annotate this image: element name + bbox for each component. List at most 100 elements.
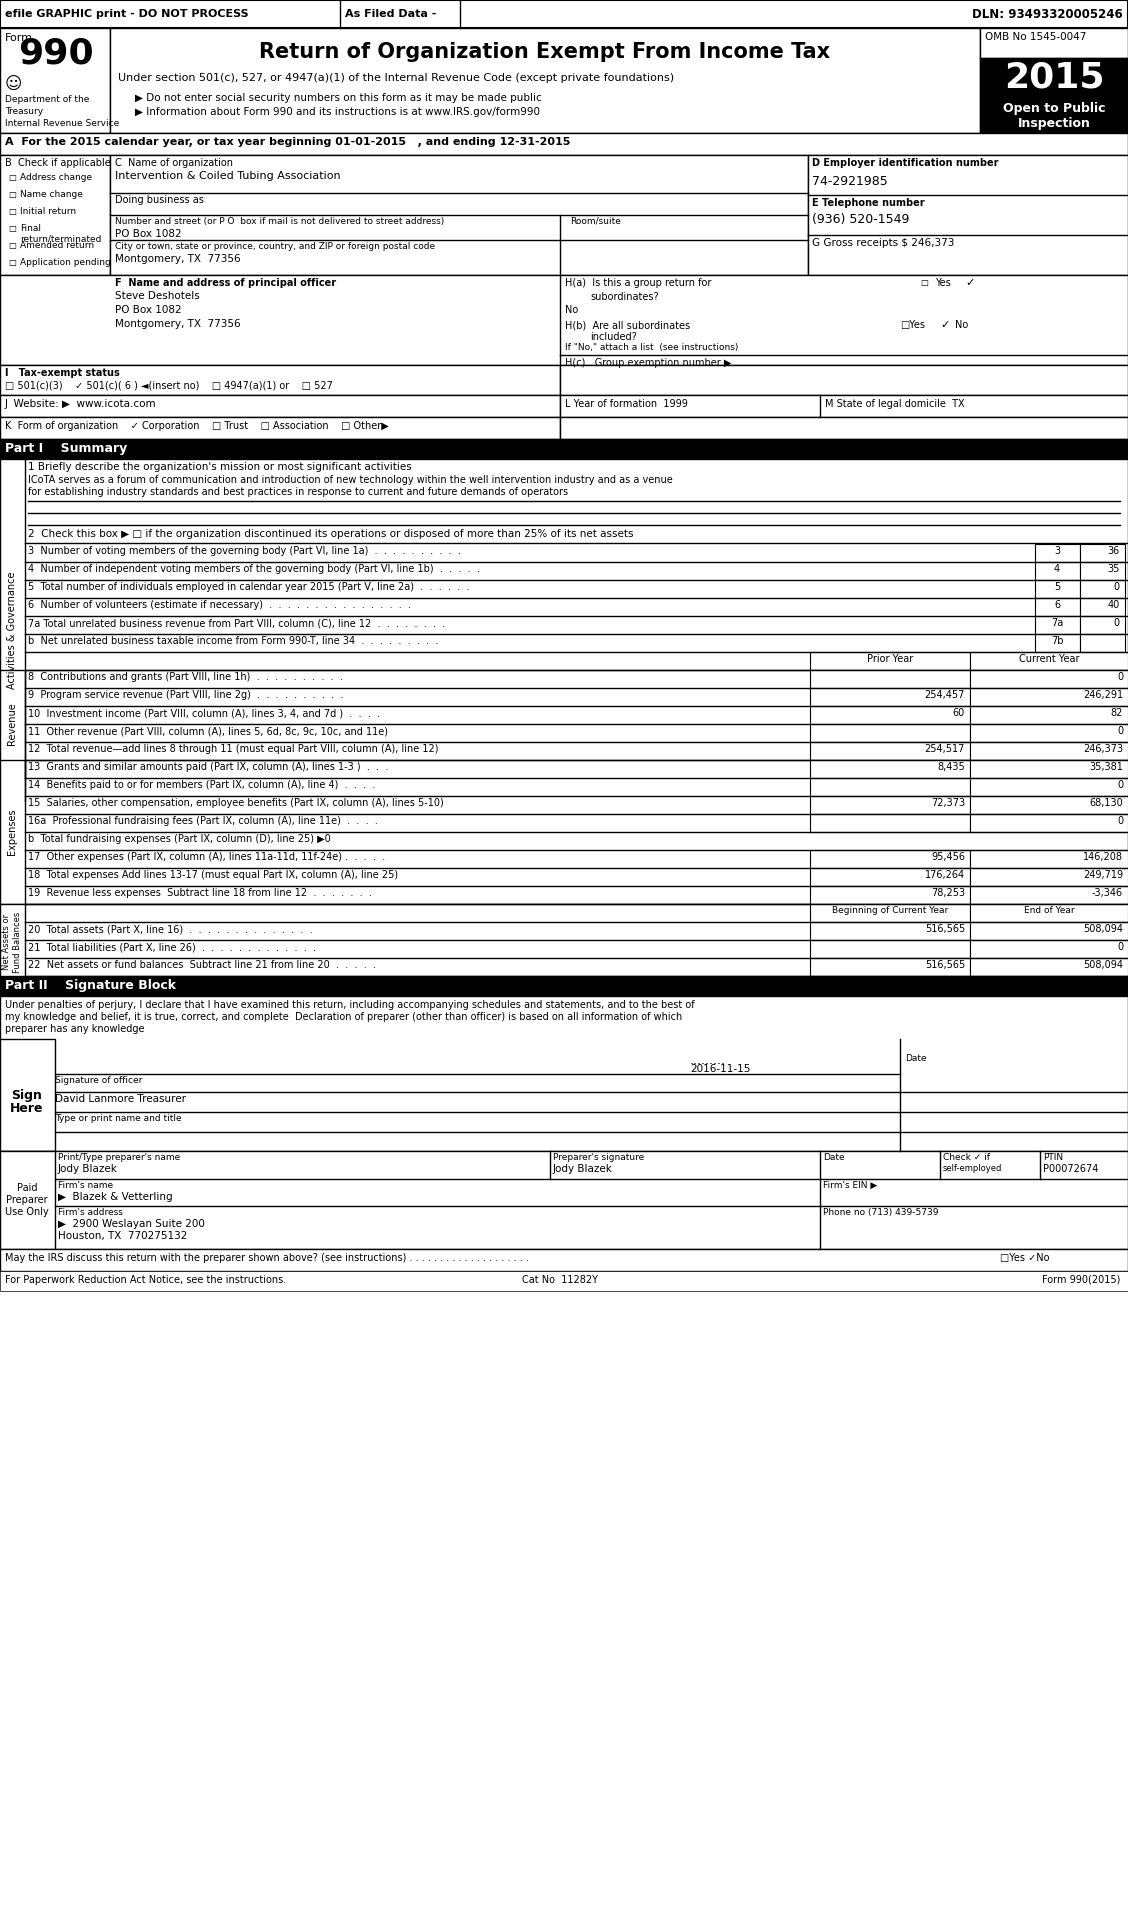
Text: Amended return: Amended return: [20, 240, 94, 250]
Text: Treasury: Treasury: [5, 108, 43, 115]
Bar: [810, 742, 970, 761]
Text: 4  Number of independent voting members of the governing body (Part VI, line 1b): 4 Number of independent voting members o…: [28, 565, 479, 574]
Text: Under penalties of perjury, I declare that I have examined this return, includin: Under penalties of perjury, I declare th…: [5, 1001, 695, 1010]
Bar: [810, 761, 970, 778]
Text: Here: Here: [10, 1101, 44, 1114]
Bar: [0, 365, 559, 396]
Bar: [1036, 580, 1079, 597]
Text: City or town, state or province, country, and ZIP or foreign postal code: City or town, state or province, country…: [115, 242, 435, 252]
Bar: [808, 156, 1128, 275]
Text: 5  Total number of individuals employed in calendar year 2015 (Part V, line 2a) : 5 Total number of individuals employed i…: [28, 582, 469, 592]
Bar: [0, 459, 1128, 801]
Text: 82: 82: [1111, 709, 1123, 718]
Bar: [810, 688, 970, 707]
Text: Check ✓ if: Check ✓ if: [943, 1153, 990, 1162]
Text: Date: Date: [905, 1055, 926, 1062]
Text: Date: Date: [823, 1153, 845, 1162]
Bar: [810, 815, 970, 832]
Text: 516,565: 516,565: [925, 960, 964, 970]
Text: 8,435: 8,435: [937, 763, 964, 772]
Bar: [1036, 563, 1079, 580]
Bar: [970, 651, 1128, 670]
Text: 11  Other revenue (Part VIII, column (A), lines 5, 6d, 8c, 9c, 10c, and 11e): 11 Other revenue (Part VIII, column (A),…: [28, 726, 388, 736]
Text: 14  Benefits paid to or for members (Part IX, column (A), line 4)  .  .  .  .: 14 Benefits paid to or for members (Part…: [28, 780, 376, 790]
Text: □ 501(c)(3)    ✓ 501(c)( 6 ) ◄(insert no)    □ 4947(a)(1) or    □ 527: □ 501(c)(3) ✓ 501(c)( 6 ) ◄(insert no) □…: [5, 380, 333, 390]
Text: E Telephone number: E Telephone number: [812, 198, 925, 207]
Text: Address change: Address change: [20, 173, 92, 182]
Text: 254,517: 254,517: [925, 743, 964, 755]
Text: preparer has any knowledge: preparer has any knowledge: [5, 1024, 144, 1033]
Bar: [970, 922, 1128, 939]
Text: 7a: 7a: [1051, 619, 1063, 628]
Text: A  For the 2015 calendar year, or tax year beginning 01-01-2015   , and ending 1: A For the 2015 calendar year, or tax yea…: [5, 136, 571, 148]
Bar: [0, 156, 111, 275]
Bar: [0, 1272, 1128, 1291]
Text: 2016-11-15: 2016-11-15: [690, 1064, 750, 1074]
Text: If "No," attach a list  (see instructions): If "No," attach a list (see instructions…: [565, 344, 739, 352]
Text: No: No: [955, 321, 968, 330]
Bar: [970, 670, 1128, 688]
Text: Inspection: Inspection: [1017, 117, 1091, 131]
Text: Department of the: Department of the: [5, 94, 89, 104]
Bar: [1079, 634, 1125, 651]
Text: Intervention & Coiled Tubing Association: Intervention & Coiled Tubing Association: [115, 171, 341, 181]
Text: Form: Form: [5, 33, 33, 42]
Bar: [111, 29, 980, 133]
Bar: [970, 849, 1128, 868]
Text: 4: 4: [1054, 565, 1060, 574]
Text: Houston, TX  770275132: Houston, TX 770275132: [58, 1231, 187, 1241]
Text: -3,346: -3,346: [1092, 888, 1123, 897]
Text: 990: 990: [18, 36, 94, 69]
Text: 22  Net assets or fund balances  Subtract line 21 from line 20  .  .  .  .  .: 22 Net assets or fund balances Subtract …: [28, 960, 376, 970]
Text: self-employed: self-employed: [943, 1164, 1003, 1174]
Text: Expenses: Expenses: [7, 809, 17, 855]
Text: 72,373: 72,373: [931, 797, 964, 809]
Text: H(b)  Are all subordinates: H(b) Are all subordinates: [565, 321, 690, 330]
Text: 68,130: 68,130: [1090, 797, 1123, 809]
Text: 0: 0: [1117, 941, 1123, 953]
Text: Phone no (713) 439-5739: Phone no (713) 439-5739: [823, 1208, 938, 1218]
Bar: [970, 939, 1128, 959]
Text: Revenue: Revenue: [7, 703, 17, 745]
Text: Beginning of Current Year: Beginning of Current Year: [831, 907, 949, 914]
Bar: [810, 905, 970, 922]
Bar: [810, 939, 970, 959]
Text: 95,456: 95,456: [931, 853, 964, 863]
Bar: [810, 886, 970, 905]
Bar: [0, 0, 1128, 29]
Bar: [970, 886, 1128, 905]
Bar: [970, 761, 1128, 778]
Text: my knowledge and belief, it is true, correct, and complete  Declaration of prepa: my knowledge and belief, it is true, cor…: [5, 1012, 682, 1022]
Text: DLN: 93493320005246: DLN: 93493320005246: [972, 8, 1123, 21]
Bar: [970, 742, 1128, 761]
Text: Part I    Summary: Part I Summary: [5, 442, 127, 455]
Text: As Filed Data -: As Filed Data -: [345, 10, 437, 19]
Text: 40: 40: [1108, 599, 1120, 611]
Bar: [980, 58, 1128, 98]
Text: No: No: [565, 305, 579, 315]
Text: Doing business as: Doing business as: [115, 196, 204, 206]
Bar: [0, 905, 1128, 980]
Text: Print/Type preparer's name: Print/Type preparer's name: [58, 1153, 180, 1162]
Text: Type or print name and title: Type or print name and title: [55, 1114, 182, 1124]
Bar: [970, 905, 1128, 922]
Text: b  Total fundraising expenses (Part IX, column (D), line 25) ▶0: b Total fundraising expenses (Part IX, c…: [28, 834, 331, 843]
Bar: [810, 651, 970, 670]
Text: David Lanmore Treasurer: David Lanmore Treasurer: [55, 1093, 186, 1105]
Text: Initial return: Initial return: [20, 207, 76, 215]
Bar: [0, 1151, 55, 1249]
Text: 21  Total liabilities (Part X, line 26)  .  .  .  .  .  .  .  .  .  .  .  .  .: 21 Total liabilities (Part X, line 26) .…: [28, 941, 316, 953]
Text: H(a)  Is this a group return for: H(a) Is this a group return for: [565, 279, 712, 288]
Text: (936) 520-1549: (936) 520-1549: [812, 213, 909, 227]
Bar: [0, 440, 1128, 459]
Bar: [0, 396, 559, 417]
Bar: [970, 778, 1128, 795]
Bar: [0, 133, 1128, 156]
Text: Cat No  11282Y: Cat No 11282Y: [522, 1276, 598, 1285]
Text: .........: .........: [690, 1055, 726, 1066]
Bar: [970, 959, 1128, 976]
Bar: [810, 778, 970, 795]
Text: Internal Revenue Service: Internal Revenue Service: [5, 119, 120, 129]
Text: Application pending: Application pending: [20, 257, 111, 267]
Bar: [1079, 563, 1125, 580]
